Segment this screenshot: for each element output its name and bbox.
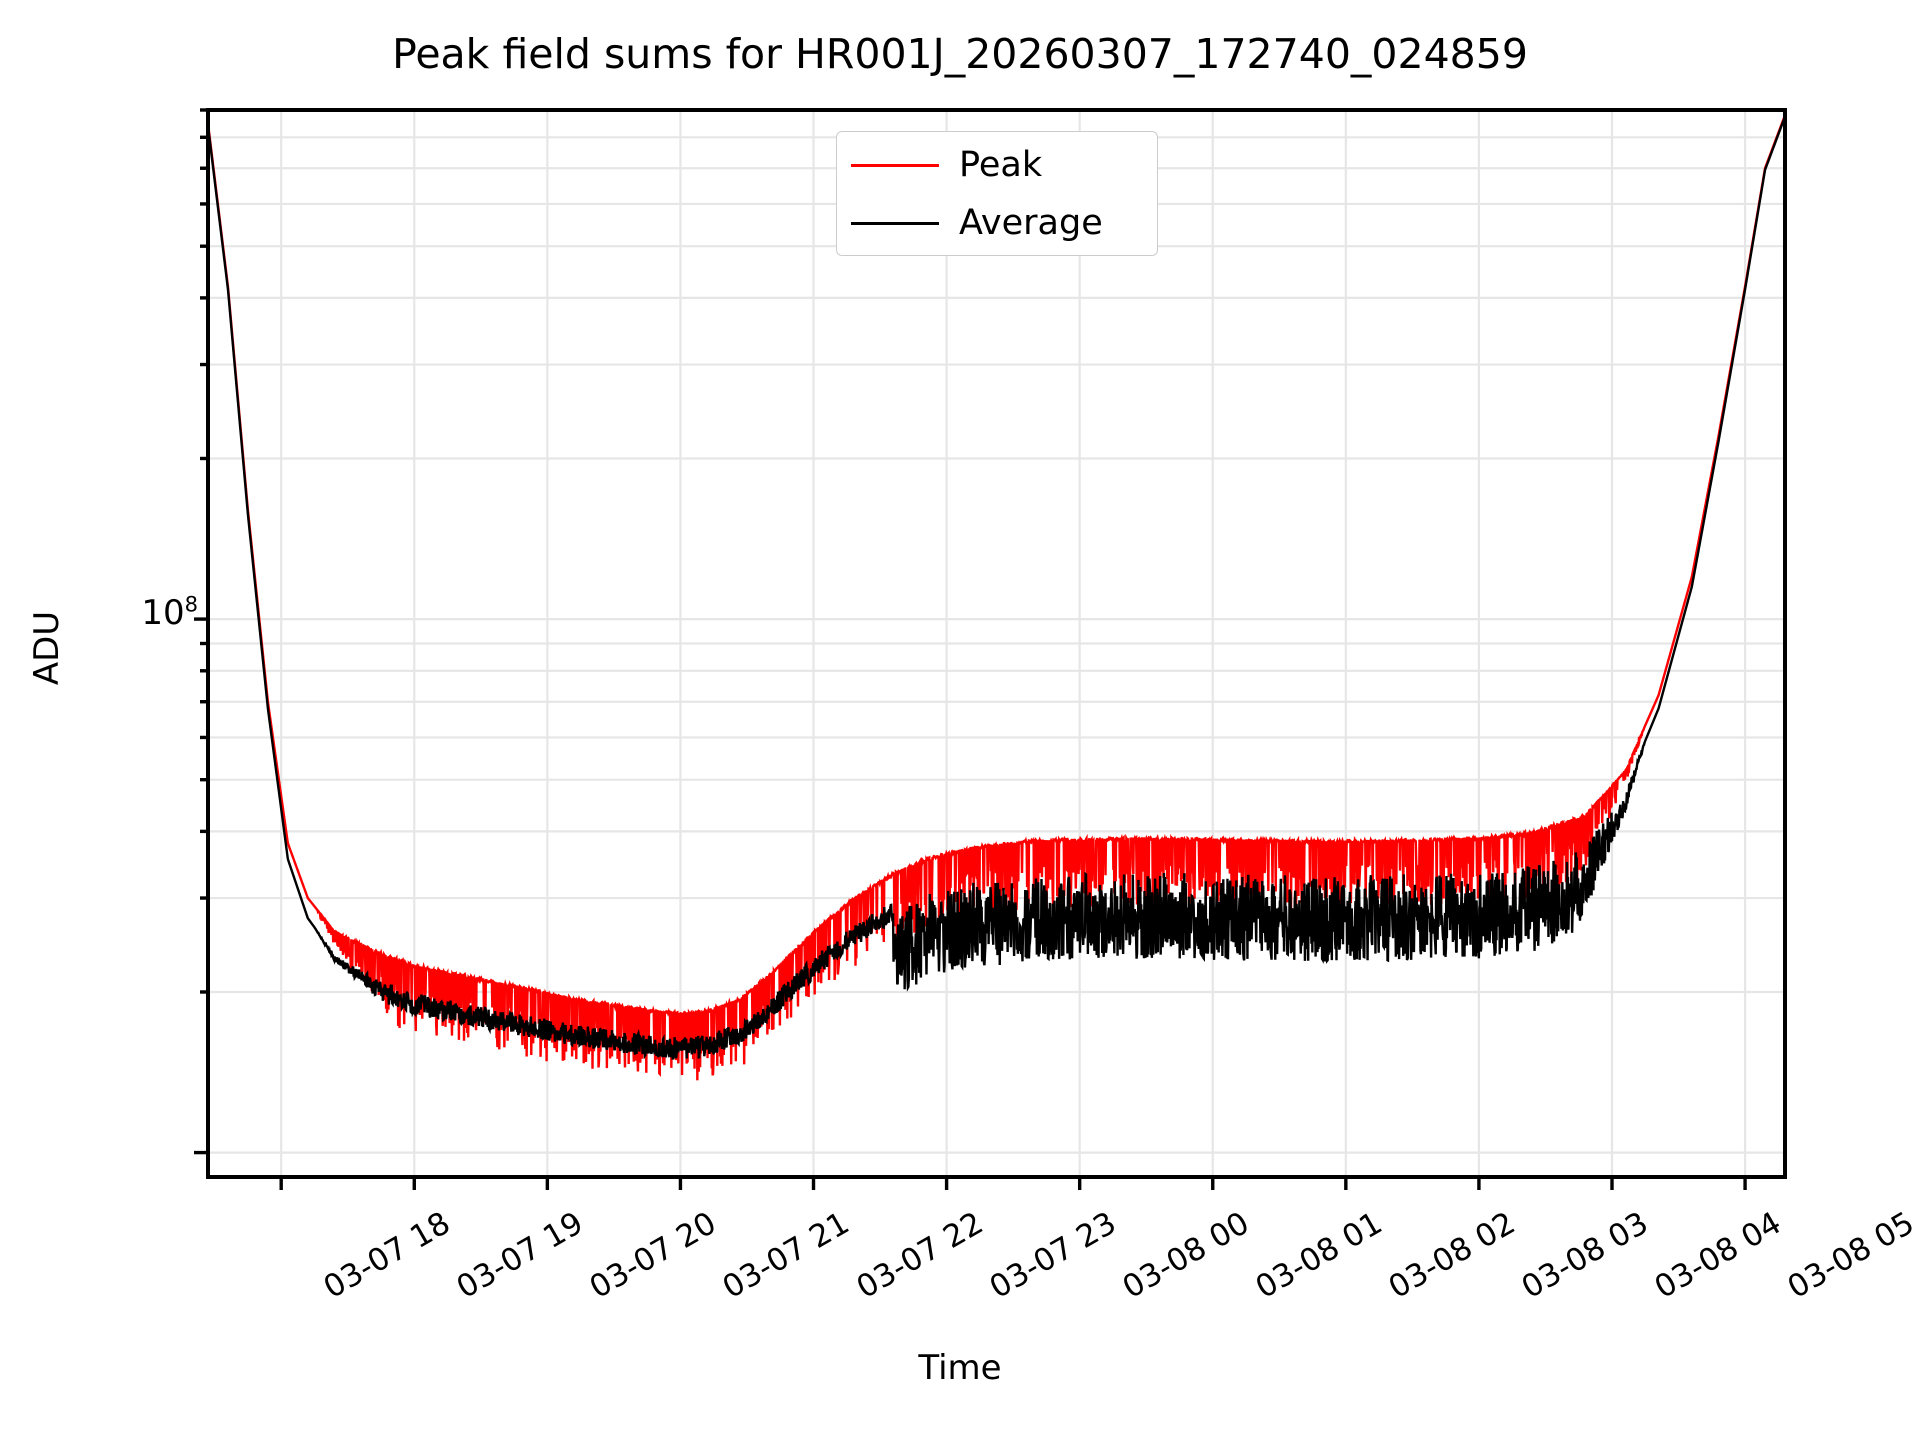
series-line-peak <box>208 114 1785 1081</box>
y-tick-mantissa: 10 <box>141 593 185 634</box>
legend[interactable]: Peak Average <box>836 131 1158 256</box>
y-tick-label-1e8: 108 <box>88 593 198 633</box>
series-line-average <box>208 116 1785 1060</box>
legend-swatch-average <box>851 221 939 225</box>
legend-label-peak: Peak <box>959 145 1043 185</box>
legend-swatch-peak <box>851 163 939 167</box>
legend-label-average: Average <box>959 203 1103 243</box>
tick-marks <box>194 108 1747 1190</box>
page-title: Peak field sums for HR001J_20260307_1727… <box>392 30 1528 78</box>
grid-lines <box>208 108 1785 1177</box>
x-axis-label: Time <box>918 1348 1002 1388</box>
legend-entry-peak[interactable]: Peak <box>837 140 1157 190</box>
y-tick-exponent: 8 <box>184 591 198 617</box>
legend-entry-average[interactable]: Average <box>837 198 1157 248</box>
